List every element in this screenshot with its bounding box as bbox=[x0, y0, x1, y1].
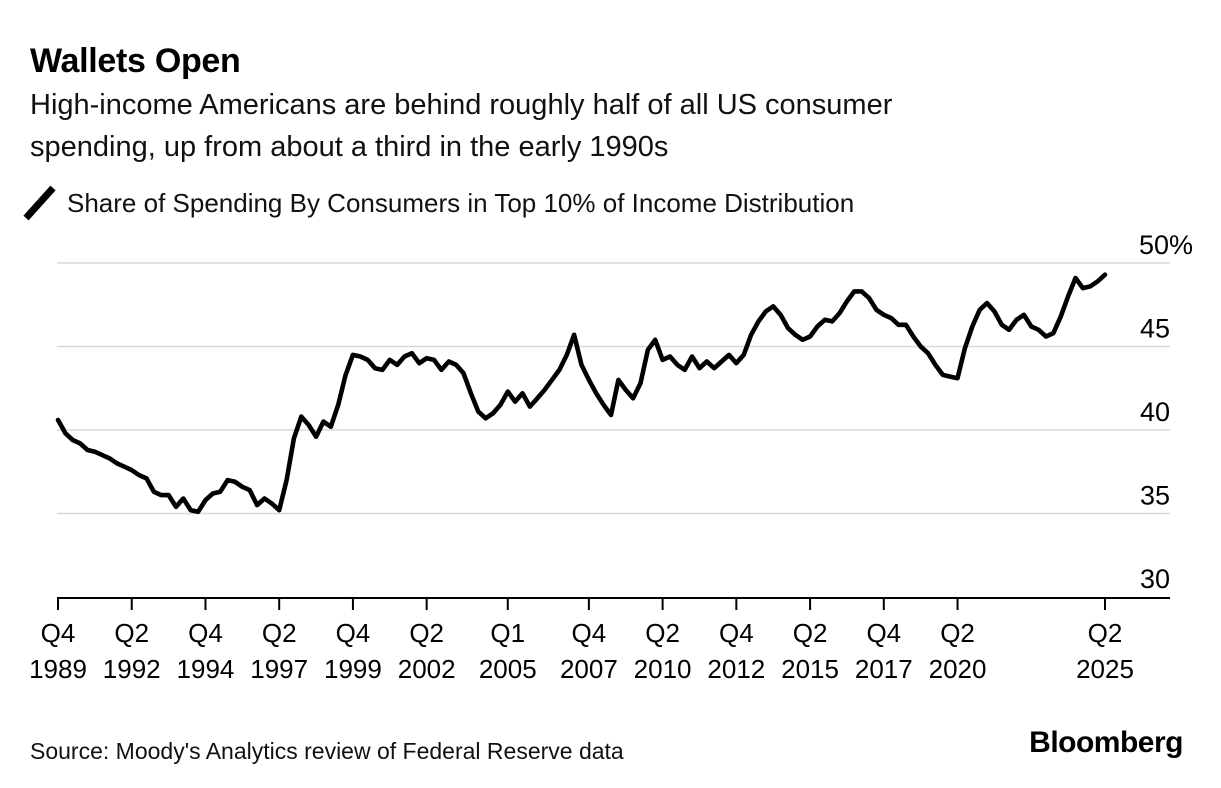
x-axis-quarter-label: Q2 bbox=[940, 618, 975, 648]
x-axis-quarter-label: Q2 bbox=[114, 618, 149, 648]
source-note: Source: Moody's Analytics review of Fede… bbox=[30, 738, 624, 764]
y-axis-label: 45 bbox=[1140, 314, 1170, 344]
x-axis-quarter-label: Q4 bbox=[572, 618, 607, 648]
x-axis-year-label: 2005 bbox=[479, 654, 537, 684]
x-axis-quarter-label: Q2 bbox=[645, 618, 680, 648]
x-axis-year-label: 2020 bbox=[929, 654, 987, 684]
x-axis-year-label: 2015 bbox=[781, 654, 839, 684]
x-axis-year-label: 2002 bbox=[398, 654, 456, 684]
x-axis-quarter-label: Q2 bbox=[1088, 618, 1123, 648]
x-axis-quarter-label: Q4 bbox=[719, 618, 754, 648]
y-axis-label: 50% bbox=[1139, 230, 1193, 260]
legend: Share of Spending By Consumers in Top 10… bbox=[22, 184, 854, 222]
x-axis-year-label: 2017 bbox=[855, 654, 913, 684]
x-axis-year-label: 1989 bbox=[29, 654, 87, 684]
x-axis-quarter-label: Q2 bbox=[262, 618, 297, 648]
x-axis-year-label: 1997 bbox=[250, 654, 308, 684]
chart-subtitle-line-2: spending, up from about a third in the e… bbox=[30, 131, 669, 163]
x-axis-year-label: 1994 bbox=[177, 654, 235, 684]
chart-subtitle-line-1: High-income Americans are behind roughly… bbox=[30, 89, 893, 121]
chart-title: Wallets Open bbox=[30, 42, 241, 80]
x-axis-year-label: 2007 bbox=[560, 654, 618, 684]
x-axis-quarter-label: Q4 bbox=[336, 618, 371, 648]
y-axis-label: 30 bbox=[1140, 564, 1170, 594]
x-axis-year-label: 2025 bbox=[1076, 654, 1134, 684]
x-axis-quarter-label: Q4 bbox=[41, 618, 76, 648]
data-line bbox=[55, 272, 1108, 515]
x-axis-quarter-label: Q2 bbox=[409, 618, 444, 648]
chart-subtitle: High-income Americans are behind roughly… bbox=[30, 84, 892, 168]
x-axis-quarter-label: Q1 bbox=[490, 618, 525, 648]
x-axis-year-label: 1992 bbox=[103, 654, 161, 684]
x-axis-year-label: 1999 bbox=[324, 654, 382, 684]
y-axis-label: 35 bbox=[1140, 481, 1170, 511]
line-swatch-icon bbox=[23, 185, 56, 221]
x-axis-year-label: 2010 bbox=[634, 654, 692, 684]
y-axis-label: 40 bbox=[1140, 397, 1170, 427]
legend-series-label: Share of Spending By Consumers in Top 10… bbox=[67, 187, 855, 218]
x-axis-quarter-label: Q4 bbox=[188, 618, 223, 648]
x-axis-quarter-label: Q2 bbox=[793, 618, 828, 648]
x-axis-quarter-label: Q4 bbox=[866, 618, 901, 648]
bloomberg-logo: Bloomberg bbox=[1029, 726, 1183, 759]
x-axis-year-label: 2012 bbox=[707, 654, 765, 684]
